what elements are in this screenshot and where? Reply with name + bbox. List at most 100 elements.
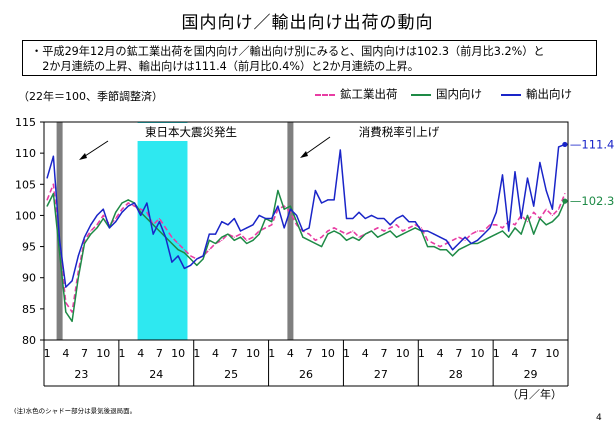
x-tick-label: 4: [62, 347, 69, 360]
end-label: —102.3: [570, 194, 614, 208]
legend-label-domestic: 国内向け: [436, 87, 482, 101]
data-point: [533, 205, 535, 207]
data-point: [208, 233, 210, 235]
data-point: [539, 161, 541, 164]
data-point: [96, 224, 98, 226]
data-point: [83, 242, 86, 245]
x-tick-label: 10: [545, 347, 559, 360]
data-point: [501, 227, 504, 229]
data-point: [65, 286, 67, 288]
data-point: [458, 236, 460, 238]
footnote: (注)水色のシャドー部分は景気後退局面。: [14, 407, 137, 415]
data-point: [558, 214, 560, 217]
data-point: [433, 245, 435, 248]
data-point: [533, 233, 535, 235]
data-point: [377, 227, 379, 229]
page-title: 国内向け／輸出向け出荷の動向: [181, 13, 434, 33]
data-point: [115, 221, 117, 223]
data-point: [364, 233, 366, 235]
data-point: [501, 230, 504, 232]
data-point: [77, 277, 79, 279]
data-point: [514, 224, 516, 226]
data-point: [177, 249, 179, 251]
data-point: [127, 202, 129, 204]
data-point: [71, 280, 73, 282]
data-point: [395, 217, 398, 220]
data-point: [227, 224, 229, 226]
data-point: [470, 242, 472, 245]
data-point: [183, 252, 185, 254]
data-point: [370, 230, 373, 232]
end-point: [562, 198, 568, 204]
data-point: [221, 239, 223, 241]
x-tick-label: 7: [380, 347, 387, 360]
data-point: [427, 245, 429, 248]
year-label: 29: [524, 368, 538, 381]
y-tick-label: 100: [15, 209, 36, 222]
data-point: [196, 264, 198, 266]
x-tick-label: 7: [231, 347, 238, 360]
data-point: [520, 217, 522, 220]
data-point: [158, 217, 161, 220]
data-point: [358, 211, 360, 213]
data-point: [464, 239, 466, 241]
data-point: [508, 236, 510, 238]
data-point: [102, 217, 104, 220]
data-point: [320, 202, 323, 204]
data-point: [71, 320, 73, 322]
data-point: [308, 227, 310, 229]
data-point: [46, 205, 48, 207]
data-point: [395, 236, 398, 238]
data-point: [333, 227, 335, 229]
plot-area: [43, 121, 569, 341]
data-point: [439, 236, 441, 238]
data-point: [564, 193, 566, 195]
data-point: [558, 146, 560, 148]
data-point: [46, 199, 48, 201]
data-point: [420, 230, 423, 232]
data-point: [377, 236, 379, 238]
data-point: [183, 267, 185, 269]
data-point: [90, 233, 92, 235]
data-point: [140, 214, 142, 217]
data-point: [370, 214, 373, 217]
data-point: [233, 236, 235, 238]
data-point: [140, 211, 142, 213]
data-point: [171, 261, 173, 263]
data-point: [283, 227, 285, 229]
data-point: [514, 227, 516, 229]
data-point: [77, 255, 79, 257]
data-point: [345, 217, 348, 220]
data-point: [289, 208, 292, 210]
page-number: 4: [596, 413, 602, 423]
x-tick-label: 4: [287, 347, 294, 360]
y-tick-label: 80: [22, 334, 36, 347]
y-tick-label: 105: [15, 178, 36, 191]
data-point: [520, 233, 522, 235]
data-point: [65, 311, 67, 313]
data-point: [483, 239, 485, 241]
data-point: [445, 242, 447, 245]
x-tick-label: 4: [437, 347, 444, 360]
data-point: [339, 230, 341, 232]
data-point: [352, 217, 354, 220]
data-point: [171, 242, 173, 245]
data-point: [283, 208, 285, 210]
data-point: [445, 249, 447, 251]
x-tick-label: 10: [96, 347, 110, 360]
data-point: [271, 224, 273, 226]
data-point: [214, 242, 217, 245]
data-point: [489, 224, 491, 226]
y-tick-label: 115: [15, 116, 36, 129]
event-bar: [287, 122, 294, 340]
data-point: [296, 214, 298, 217]
data-point: [252, 239, 254, 241]
data-point: [476, 230, 479, 232]
event-arrowhead: [79, 153, 87, 160]
data-point: [152, 224, 154, 226]
data-point: [133, 202, 136, 204]
data-point: [327, 230, 329, 232]
data-point: [258, 230, 260, 232]
data-point: [258, 214, 260, 217]
data-point: [320, 236, 323, 238]
